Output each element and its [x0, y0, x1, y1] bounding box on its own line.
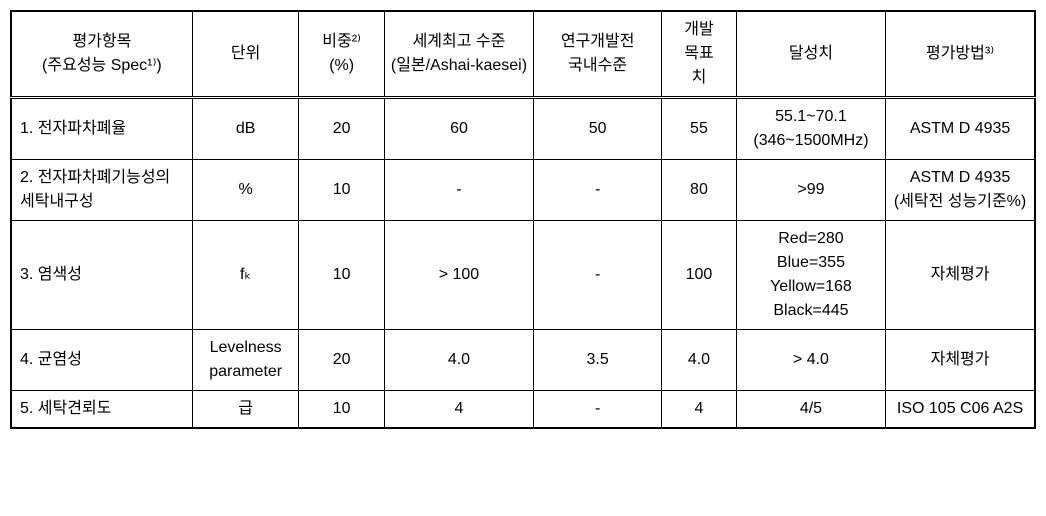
cell-weight: 20 [299, 98, 384, 160]
table-header-row: 평가항목 (주요성능 Spec¹⁾) 단위 비중²⁾ (%) 세계최고 수준 (… [11, 11, 1035, 98]
cell-method: 자체평가 [886, 330, 1035, 391]
cell-world-best: - [384, 160, 533, 221]
cell-weight: 10 [299, 391, 384, 429]
cell-method: ASTM D 4935 (세탁전 성능기준%) [886, 160, 1035, 221]
header-item: 평가항목 (주요성능 Spec¹⁾) [11, 11, 192, 98]
cell-weight: 20 [299, 330, 384, 391]
cell-dev-target: 55 [662, 98, 737, 160]
cell-achieved: >99 [736, 160, 885, 221]
cell-item: 5. 세탁견뢰도 [11, 391, 192, 429]
cell-weight: 10 [299, 221, 384, 330]
cell-domestic: 50 [534, 98, 662, 160]
cell-achieved: 55.1~70.1 (346~1500MHz) [736, 98, 885, 160]
cell-domestic: - [534, 221, 662, 330]
cell-unit: dB [192, 98, 299, 160]
cell-item: 2. 전자파차폐기능성의 세탁내구성 [11, 160, 192, 221]
cell-item: 4. 균염성 [11, 330, 192, 391]
cell-method: 자체평가 [886, 221, 1035, 330]
table-row: 5. 세탁견뢰도 급 10 4 - 4 4/5 ISO 105 C06 A2S [11, 391, 1035, 429]
header-domestic: 연구개발전 국내수준 [534, 11, 662, 98]
table-row: 2. 전자파차폐기능성의 세탁내구성 % 10 - - 80 >99 ASTM … [11, 160, 1035, 221]
header-weight: 비중²⁾ (%) [299, 11, 384, 98]
cell-unit: 급 [192, 391, 299, 429]
cell-method: ASTM D 4935 [886, 98, 1035, 160]
cell-achieved: Red=280 Blue=355 Yellow=168 Black=445 [736, 221, 885, 330]
cell-achieved: 4/5 [736, 391, 885, 429]
header-unit: 단위 [192, 11, 299, 98]
table-row: 1. 전자파차폐율 dB 20 60 50 55 55.1~70.1 (346~… [11, 98, 1035, 160]
cell-domestic: - [534, 160, 662, 221]
table-row: 4. 균염성 Levelness parameter 20 4.0 3.5 4.… [11, 330, 1035, 391]
header-method: 평가방법³⁾ [886, 11, 1035, 98]
cell-domestic: - [534, 391, 662, 429]
cell-dev-target: 80 [662, 160, 737, 221]
header-world-best: 세계최고 수준 (일본/Ashai-kaesei) [384, 11, 533, 98]
cell-unit: % [192, 160, 299, 221]
cell-item: 3. 염색성 [11, 221, 192, 330]
cell-item: 1. 전자파차폐율 [11, 98, 192, 160]
cell-world-best: > 100 [384, 221, 533, 330]
cell-method: ISO 105 C06 A2S [886, 391, 1035, 429]
cell-achieved: > 4.0 [736, 330, 885, 391]
table-row: 3. 염색성 fₖ 10 > 100 - 100 Red=280 Blue=35… [11, 221, 1035, 330]
cell-dev-target: 4.0 [662, 330, 737, 391]
cell-domestic: 3.5 [534, 330, 662, 391]
cell-dev-target: 4 [662, 391, 737, 429]
cell-world-best: 60 [384, 98, 533, 160]
header-dev-target: 개발 목표 치 [662, 11, 737, 98]
header-achieved: 달성치 [736, 11, 885, 98]
cell-world-best: 4.0 [384, 330, 533, 391]
cell-unit: Levelness parameter [192, 330, 299, 391]
cell-unit: fₖ [192, 221, 299, 330]
evaluation-table: 평가항목 (주요성능 Spec¹⁾) 단위 비중²⁾ (%) 세계최고 수준 (… [10, 10, 1036, 429]
cell-dev-target: 100 [662, 221, 737, 330]
cell-world-best: 4 [384, 391, 533, 429]
cell-weight: 10 [299, 160, 384, 221]
